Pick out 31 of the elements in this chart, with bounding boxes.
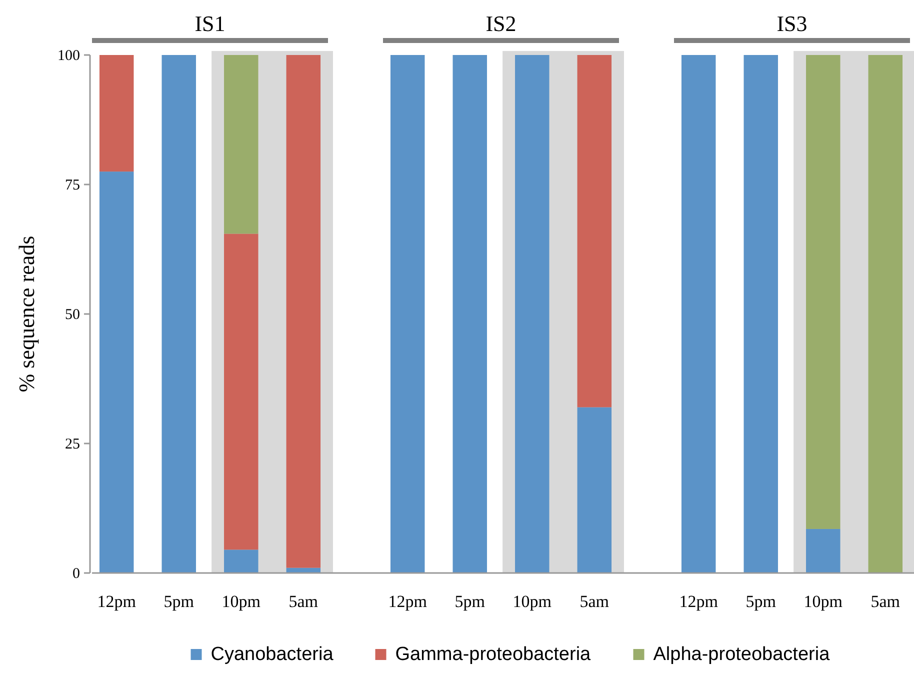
legend-label: Gamma-proteobacteria <box>395 644 592 665</box>
y-tick-label: 75 <box>65 178 80 194</box>
y-axis-title: % sequence reads <box>14 236 39 392</box>
x-tick-label: 5am <box>288 592 318 611</box>
bar <box>224 234 258 550</box>
x-tick-label: 5am <box>870 592 900 611</box>
bar <box>162 55 196 573</box>
x-tick-label: 10pm <box>804 592 842 611</box>
y-tick-label: 50 <box>65 307 80 323</box>
legend-label: Cyanobacteria <box>210 644 334 665</box>
chart-title: IS3 <box>776 11 808 36</box>
x-tick-label: 5pm <box>164 592 194 611</box>
bar <box>286 55 321 568</box>
x-tick-label: 5pm <box>454 592 485 611</box>
bar <box>99 55 134 172</box>
x-tick-label: 12pm <box>388 592 427 611</box>
x-tick-label: 10pm <box>512 592 552 611</box>
y-tick-label: 0 <box>72 566 80 582</box>
y-tick-label: 25 <box>65 436 80 452</box>
y-tick-label: 100 <box>58 48 80 64</box>
chart-title: IS1 <box>194 11 226 36</box>
x-tick-label: 10pm <box>222 592 260 611</box>
bar <box>224 550 258 573</box>
bar <box>224 55 258 234</box>
x-tick-label: 5am <box>580 592 610 611</box>
bar <box>99 172 134 573</box>
legend-label: Alpha-proteobacteria <box>653 644 830 665</box>
x-tick-label: 12pm <box>679 592 718 611</box>
chart-title: IS2 <box>486 11 516 36</box>
x-tick-label: 5pm <box>746 592 776 611</box>
x-tick-label: 12pm <box>97 592 136 611</box>
